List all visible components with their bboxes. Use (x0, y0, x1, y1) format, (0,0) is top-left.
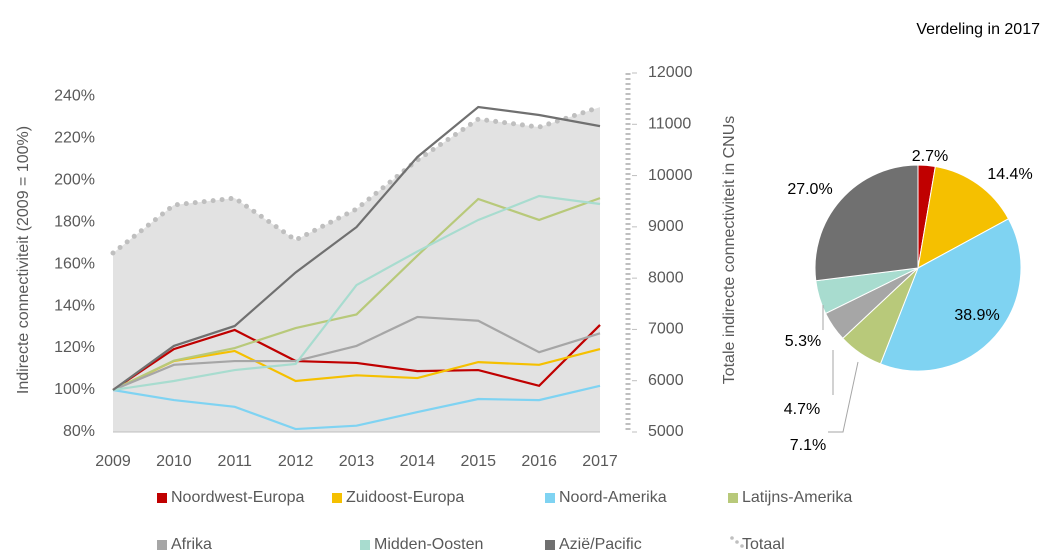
y2-tick-label: 8000 (648, 269, 684, 286)
y-tick-label: 140% (54, 297, 95, 314)
pie-label: 7.1% (790, 437, 826, 454)
pie-title: Verdeling in 2017 (916, 21, 1040, 38)
y2-tick-label: 12000 (648, 64, 693, 81)
legend-label: Midden-Oosten (374, 536, 483, 553)
y2-tick-label: 10000 (648, 167, 693, 184)
legend-marker (545, 493, 555, 503)
legend-marker (157, 540, 167, 550)
pie-slice (814, 164, 919, 282)
leader-line (828, 361, 859, 433)
y2-axis-label: Totale indirecte connectiviteit in CNUs (721, 116, 738, 385)
legend-marker (545, 540, 555, 550)
series-line (112, 348, 601, 392)
legend-label: Noordwest-Europa (171, 489, 305, 506)
y2-tick-label: 11000 (648, 116, 691, 133)
x-tick-label: 2017 (582, 453, 618, 470)
series-line (112, 194, 601, 392)
legend-marker (157, 493, 167, 503)
legend-marker (332, 493, 342, 503)
x-tick-label: 2012 (278, 453, 314, 470)
series-line (112, 384, 601, 431)
series-line (112, 315, 601, 392)
legend-marker (740, 544, 744, 548)
x-tick-label: 2010 (156, 453, 192, 470)
legend-label: Latijns-Amerika (742, 489, 852, 506)
y-tick-label: 180% (54, 213, 95, 230)
legend-label: Azië/Pacific (559, 536, 642, 553)
pie-slice (879, 218, 1022, 372)
y-tick-label: 220% (54, 129, 95, 146)
legend-marker (728, 493, 738, 503)
y-tick-label: 160% (54, 255, 95, 272)
y2-tick-label: 5000 (648, 423, 684, 440)
series-line (112, 105, 601, 391)
pie-label: 38.9% (954, 307, 999, 324)
legend-marker (360, 540, 370, 550)
pie-label: 2.7% (912, 148, 948, 165)
y2-tick-label: 6000 (648, 372, 684, 389)
legend-marker (735, 540, 739, 544)
y-axis-label: Indirecte connectiviteit (2009 = 100%) (15, 126, 32, 394)
total-line (110, 104, 603, 256)
pie-label: 14.4% (987, 166, 1032, 183)
x-tick-label: 2016 (521, 453, 557, 470)
legend-label: Noord-Amerika (559, 489, 667, 506)
y2-tick-label: 7000 (648, 321, 684, 338)
x-tick-label: 2015 (460, 453, 496, 470)
y-tick-label: 200% (54, 171, 95, 188)
x-tick-label: 2009 (95, 453, 131, 470)
series-line (112, 197, 601, 392)
legend-label: Zuidoost-Europa (346, 489, 464, 506)
legend-marker (730, 536, 734, 540)
x-tick-label: 2011 (218, 453, 253, 470)
y2-tick-label: 9000 (648, 218, 684, 235)
x-tick-label: 2013 (339, 453, 375, 470)
pie-label: 27.0% (787, 181, 832, 198)
y-tick-label: 100% (54, 381, 95, 398)
y-tick-label: 240% (54, 87, 95, 104)
pie-slice (917, 165, 1010, 269)
series-line (112, 324, 601, 391)
legend-label: Totaal (742, 536, 785, 553)
pie-label: 5.3% (785, 333, 821, 350)
x-tick-label: 2014 (400, 453, 436, 470)
y-tick-label: 120% (54, 339, 95, 356)
legend-label: Afrika (171, 536, 212, 553)
y-tick-label: 80% (63, 423, 95, 440)
pie-label: 4.7% (784, 401, 820, 418)
